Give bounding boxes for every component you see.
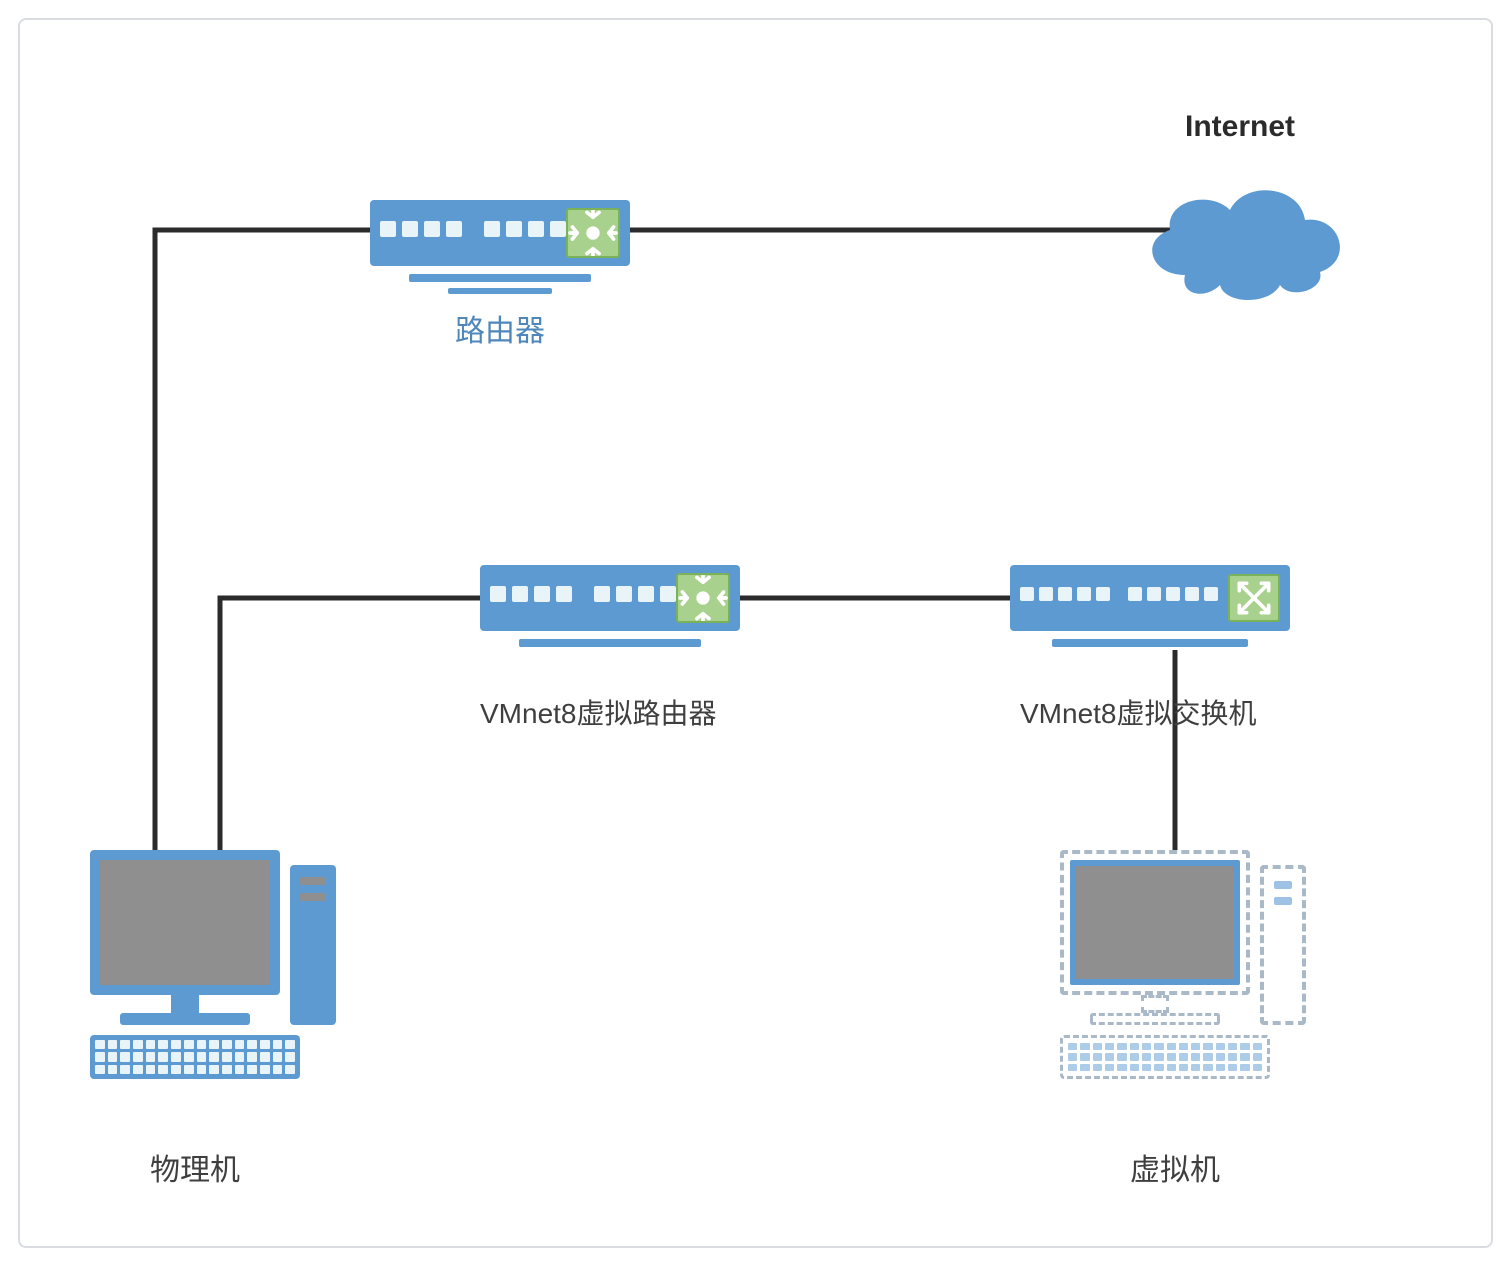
vmnet8-virtual-router-label: VMnet8虚拟路由器 [480, 692, 717, 732]
router-label-text: 路由器 [455, 315, 545, 348]
physical-host-pc-label: 物理机 [150, 1145, 240, 1189]
router-chip-icon [566, 208, 620, 258]
vswitch-label-text: VMnet8虚拟交换机 [1020, 698, 1257, 729]
pc-monitor-icon [90, 850, 280, 995]
pc-tower-icon [290, 865, 336, 1025]
physical-host-pc [90, 850, 350, 1079]
physical-router [370, 200, 630, 294]
virtual-machine-pc-label: 虚拟机 [1130, 1145, 1220, 1189]
vrouter-body [480, 565, 740, 631]
internet-cloud-icon [1130, 170, 1360, 315]
diagram-frame: Internet [18, 18, 1493, 1248]
vswitch-body [1010, 565, 1290, 631]
vrouter-chip-icon [676, 573, 730, 623]
vmnet8-virtual-router [480, 565, 740, 647]
virtual-machine-pc [1060, 850, 1320, 1079]
internet-cloud-label: Internet [1185, 110, 1295, 144]
vmpc-label-text: 虚拟机 [1130, 1154, 1220, 1187]
cloud-label-text: Internet [1185, 110, 1295, 143]
wire-hostPC-vRouter [220, 598, 480, 850]
router-body [370, 200, 630, 266]
vm-tower-icon [1260, 865, 1306, 1025]
vmnet8-virtual-switch [1010, 565, 1290, 647]
vswitch-ports [1020, 591, 1218, 605]
vswitch-chip-icon [1228, 574, 1280, 622]
vrouter-ports [490, 590, 676, 606]
hostpc-label-text: 物理机 [150, 1154, 240, 1187]
vmnet8-virtual-switch-label: VMnet8虚拟交换机 [1020, 692, 1257, 732]
vm-keyboard-icon [1060, 1035, 1270, 1079]
vm-monitor-icon [1060, 850, 1250, 995]
vrouter-label-text: VMnet8虚拟路由器 [480, 698, 717, 729]
router-ports [380, 225, 566, 241]
wire-hostPC-router1 [155, 230, 370, 850]
physical-router-label: 路由器 [455, 306, 545, 350]
cloud-icon [1152, 190, 1340, 300]
pc-keyboard-icon [90, 1035, 300, 1079]
